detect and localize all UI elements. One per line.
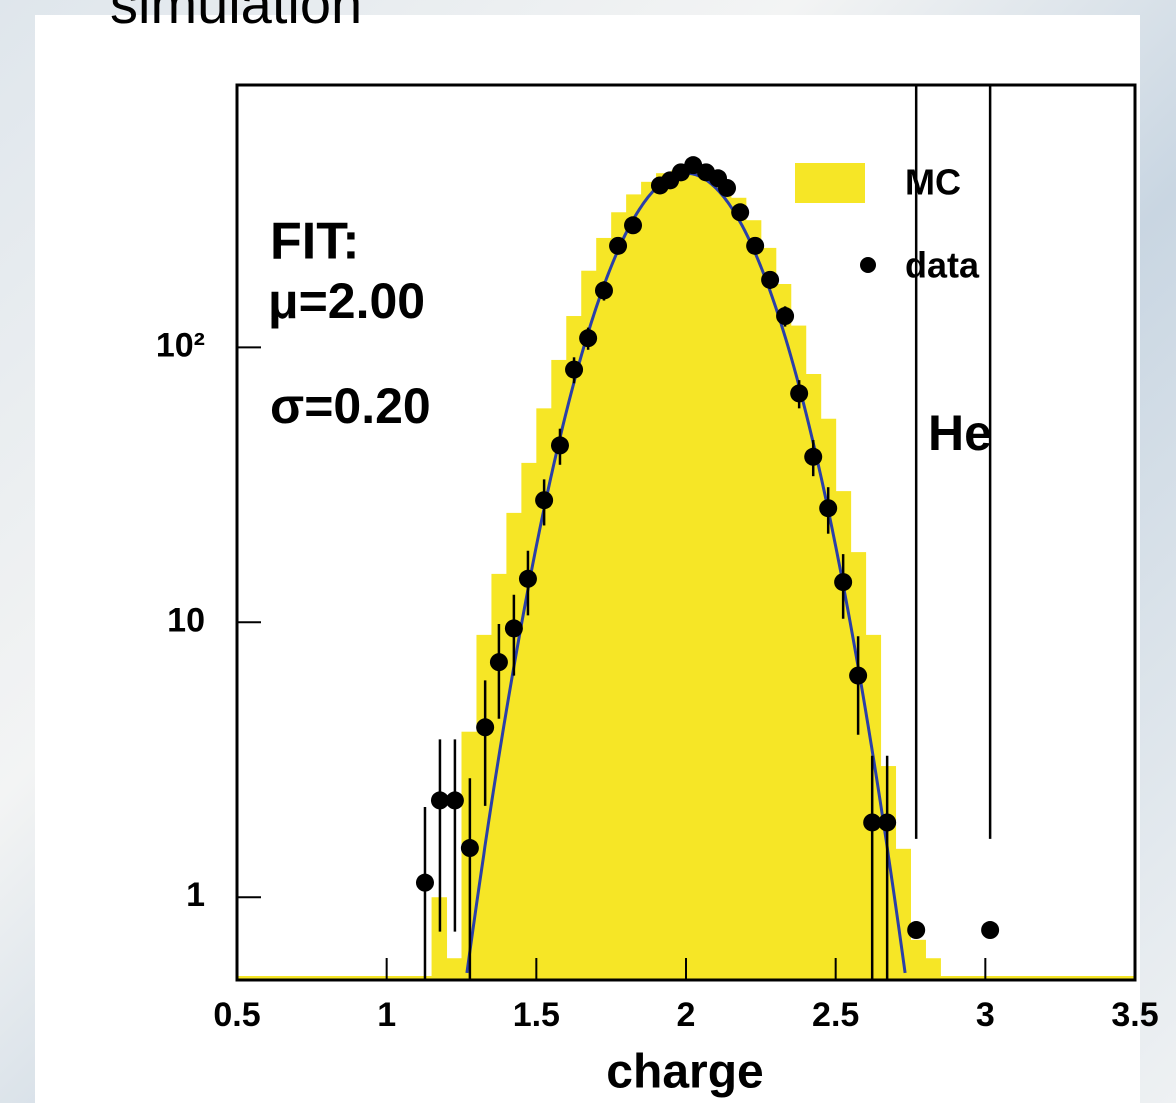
- y-tick-label: 1: [186, 876, 205, 914]
- data-point: [609, 236, 628, 255]
- data-point: [834, 573, 853, 592]
- data-point: [731, 203, 750, 222]
- data-point: [761, 270, 780, 289]
- annotation: μ=2.00: [268, 273, 425, 329]
- data-point: [430, 791, 449, 810]
- legend-label: MC: [905, 162, 961, 203]
- data-point: [981, 921, 1000, 940]
- bar: [790, 325, 807, 980]
- bar: [700, 176, 717, 980]
- data-point: [746, 236, 765, 255]
- annotation: FIT:: [270, 213, 360, 271]
- bar: [521, 462, 537, 980]
- data-point: [790, 384, 809, 403]
- x-tick-label: 2.5: [812, 996, 859, 1034]
- bar: [760, 247, 777, 980]
- data-point: [594, 281, 613, 300]
- bar: [775, 283, 792, 980]
- bar: [820, 418, 837, 980]
- heading: simulation: [110, 0, 362, 35]
- data-point: [878, 813, 897, 832]
- y-tick-label: 10: [167, 601, 205, 639]
- data-point: [624, 216, 643, 235]
- bar: [611, 212, 627, 980]
- data-point: [535, 491, 554, 510]
- bar: [745, 220, 762, 980]
- bar: [551, 359, 567, 980]
- legend-marker: [860, 257, 876, 273]
- bar: [446, 958, 462, 980]
- data-point: [804, 447, 823, 466]
- bar: [431, 897, 448, 980]
- bar: [491, 573, 507, 980]
- data-point: [565, 360, 584, 379]
- plot-area: [237, 85, 1135, 980]
- bar: [850, 552, 867, 980]
- bar: [715, 184, 732, 980]
- x-tick-label: 2: [677, 996, 696, 1034]
- bar: [895, 848, 911, 980]
- x-tick-label: 3: [976, 996, 995, 1034]
- bar: [596, 237, 612, 980]
- data-point: [819, 499, 838, 518]
- bar: [671, 170, 687, 980]
- data-point: [579, 329, 598, 348]
- data-point: [504, 619, 523, 638]
- bar: [910, 939, 926, 980]
- bar: [730, 197, 747, 980]
- bar: [805, 374, 822, 980]
- data-point: [849, 666, 868, 685]
- bar: [626, 194, 642, 980]
- x-tick-label: 1: [377, 996, 396, 1034]
- data-point: [776, 307, 795, 326]
- bar: [566, 316, 582, 980]
- data-point: [476, 718, 495, 737]
- bar: [581, 270, 597, 980]
- data-point: [415, 873, 434, 892]
- bar: [506, 512, 522, 980]
- legend-label: data: [905, 245, 980, 286]
- bar: [536, 408, 552, 980]
- data-point: [445, 791, 464, 810]
- y-tick-label: 10²: [156, 326, 205, 364]
- legend-swatch: [795, 163, 865, 203]
- data-point: [460, 839, 479, 858]
- x-tick-label: 3.5: [1111, 996, 1158, 1034]
- annotation: He: [928, 405, 992, 461]
- bar: [641, 181, 657, 980]
- x-tick-label: 0.5: [213, 996, 260, 1034]
- data-point: [863, 813, 882, 832]
- data-point: [907, 921, 926, 940]
- bar: [686, 170, 702, 980]
- data-point: [550, 436, 569, 455]
- annotation: σ=0.20: [270, 378, 431, 434]
- bar: [656, 173, 672, 980]
- data-point: [518, 569, 537, 588]
- data-point: [718, 178, 737, 197]
- data-point: [489, 653, 508, 672]
- bar: [925, 958, 941, 980]
- x-tick-label: 1.5: [513, 996, 560, 1034]
- x-axis-label: charge: [606, 1046, 763, 1099]
